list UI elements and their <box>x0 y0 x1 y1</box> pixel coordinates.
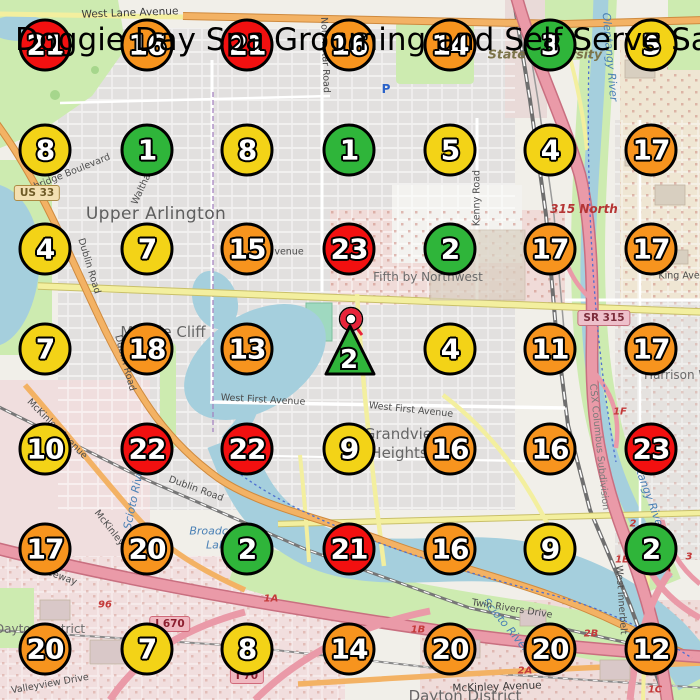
grid-marker[interactable]: 20 <box>120 522 174 576</box>
grid-marker[interactable]: 17 <box>624 322 678 376</box>
grid-marker[interactable]: 16 <box>322 18 376 72</box>
grid-marker[interactable]: 16 <box>423 422 477 476</box>
grid-marker[interactable]: 4 <box>523 123 577 177</box>
grid-marker[interactable]: 21 <box>220 18 274 72</box>
grid-marker[interactable]: 4 <box>423 322 477 376</box>
grid-marker[interactable]: 17 <box>523 222 577 276</box>
grid-marker[interactable]: 4 <box>18 222 72 276</box>
grid-marker[interactable]: 9 <box>523 522 577 576</box>
grid-marker[interactable]: 2 <box>220 522 274 576</box>
grid-marker[interactable]: 17 <box>18 522 72 576</box>
grid-marker[interactable]: 16 <box>523 422 577 476</box>
grid-marker[interactable]: 7 <box>120 222 174 276</box>
grid-marker[interactable]: 7 <box>18 322 72 376</box>
grid-marker[interactable]: 17 <box>624 222 678 276</box>
grid-marker[interactable]: 20 <box>18 622 72 676</box>
grid-marker[interactable]: 22 <box>120 422 174 476</box>
grid-marker[interactable]: 22 <box>220 422 274 476</box>
grid-marker[interactable]: 14 <box>423 18 477 72</box>
grid-marker[interactable]: 16 <box>120 18 174 72</box>
grid-marker[interactable]: 2 <box>423 222 477 276</box>
grid-marker[interactable]: 12 <box>624 622 678 676</box>
grid-marker[interactable]: 1 <box>120 123 174 177</box>
grid-marker[interactable]: 11 <box>523 322 577 376</box>
trails <box>231 54 693 659</box>
grid-marker[interactable]: 20 <box>423 622 477 676</box>
grid-marker[interactable]: 3 <box>523 18 577 72</box>
grid-marker[interactable]: 17 <box>624 123 678 177</box>
grid-marker[interactable]: 10 <box>18 422 72 476</box>
grid-marker[interactable]: 7 <box>120 622 174 676</box>
grid-marker[interactable]: 8 <box>220 622 274 676</box>
grid-marker[interactable]: 23 <box>624 422 678 476</box>
grid-marker[interactable]: 5 <box>624 18 678 72</box>
grid-marker[interactable]: 9 <box>322 422 376 476</box>
grid-marker[interactable]: 21 <box>322 522 376 576</box>
grid-marker[interactable]: 8 <box>220 123 274 177</box>
grid-marker[interactable]: 1 <box>322 123 376 177</box>
grid-marker[interactable]: 20 <box>523 622 577 676</box>
grid-marker[interactable]: 16 <box>423 522 477 576</box>
grid-marker[interactable]: 18 <box>120 322 174 376</box>
grid-marker[interactable]: 23 <box>322 222 376 276</box>
origin-triangle[interactable] <box>324 324 376 376</box>
grid-marker[interactable]: 8 <box>18 123 72 177</box>
grid-marker[interactable]: 13 <box>220 322 274 376</box>
grid-marker[interactable]: 15 <box>220 222 274 276</box>
grid-marker[interactable]: 5 <box>423 123 477 177</box>
grid-marker[interactable]: 2 <box>624 522 678 576</box>
grid-marker[interactable]: 14 <box>322 622 376 676</box>
grid-marker[interactable]: 21 <box>18 18 72 72</box>
